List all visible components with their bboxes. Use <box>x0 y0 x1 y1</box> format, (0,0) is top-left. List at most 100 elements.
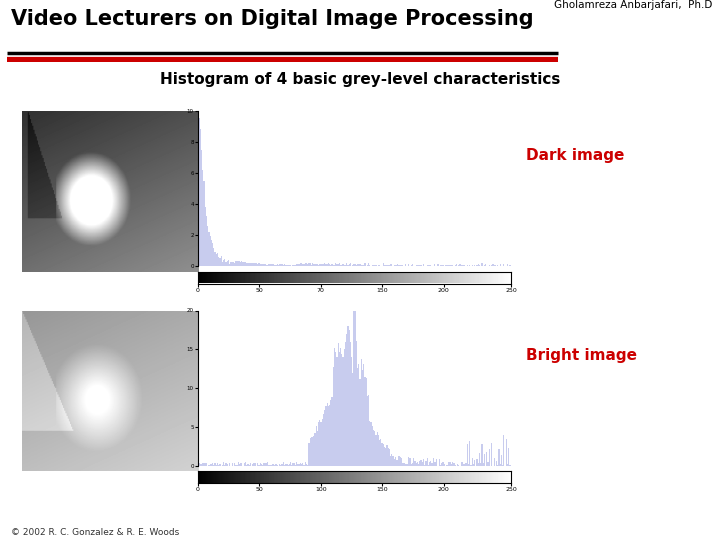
Bar <box>468 464 469 466</box>
Bar <box>489 265 490 266</box>
Bar <box>368 395 369 466</box>
Bar <box>225 463 227 466</box>
Bar <box>264 463 266 466</box>
Bar <box>477 264 479 266</box>
Bar <box>364 377 366 466</box>
Bar <box>334 265 335 266</box>
Bar <box>420 265 422 266</box>
Bar <box>274 265 275 266</box>
Bar <box>356 265 357 266</box>
Bar <box>440 465 441 466</box>
Bar <box>379 265 380 266</box>
Bar <box>482 463 484 466</box>
Bar <box>371 422 372 466</box>
Bar <box>496 461 498 466</box>
Bar <box>431 463 433 466</box>
Bar <box>302 463 303 466</box>
Bar <box>474 265 475 266</box>
Bar <box>319 264 320 266</box>
Bar <box>267 462 268 466</box>
Bar <box>395 265 396 266</box>
Bar <box>207 226 208 266</box>
Bar <box>354 264 356 266</box>
Bar <box>295 265 296 266</box>
Bar <box>348 264 350 266</box>
Bar <box>202 463 204 466</box>
Bar <box>502 465 503 466</box>
Bar <box>369 421 371 466</box>
Bar <box>350 264 351 266</box>
Bar <box>346 263 347 266</box>
Bar <box>216 254 217 266</box>
Bar <box>243 463 245 466</box>
Bar <box>442 265 444 266</box>
Bar <box>484 454 485 466</box>
Text: © 2002 R. C. Gonzalez & R. E. Woods: © 2002 R. C. Gonzalez & R. E. Woods <box>11 528 179 537</box>
Bar <box>213 248 215 266</box>
Bar <box>255 264 256 266</box>
Bar <box>406 464 407 466</box>
Bar <box>199 463 200 466</box>
Bar <box>333 367 334 466</box>
Bar <box>295 464 296 466</box>
Bar <box>238 261 239 266</box>
Bar <box>389 265 390 266</box>
Bar <box>505 439 507 466</box>
Bar <box>274 464 275 466</box>
Bar <box>374 431 375 466</box>
Bar <box>327 403 328 466</box>
Bar <box>493 265 495 266</box>
Bar <box>350 342 351 466</box>
Bar <box>331 397 333 466</box>
Bar <box>398 456 400 466</box>
Bar <box>361 265 362 266</box>
Bar <box>315 427 317 466</box>
Bar <box>232 463 233 466</box>
Bar <box>311 436 312 466</box>
Bar <box>417 462 418 466</box>
Bar <box>223 462 224 466</box>
Bar <box>303 264 305 266</box>
Bar <box>294 265 295 266</box>
Bar <box>299 264 300 266</box>
Bar <box>446 265 447 266</box>
Bar <box>318 265 319 266</box>
Bar <box>296 462 297 466</box>
Bar <box>245 262 246 266</box>
Bar <box>201 464 202 466</box>
Bar <box>317 431 318 466</box>
Bar <box>212 463 213 466</box>
Bar <box>363 364 364 466</box>
Bar <box>423 460 424 466</box>
Bar <box>359 379 361 466</box>
Bar <box>312 437 313 466</box>
Bar <box>415 463 417 466</box>
Bar <box>262 264 264 266</box>
Bar <box>290 462 291 466</box>
Bar <box>362 369 363 466</box>
Bar <box>462 462 463 466</box>
Bar <box>415 265 417 266</box>
Bar <box>223 260 224 266</box>
Bar <box>336 265 338 266</box>
Bar <box>283 265 284 266</box>
Bar <box>387 448 389 466</box>
Bar <box>246 465 248 466</box>
Bar <box>269 465 271 466</box>
Bar <box>347 326 348 466</box>
Bar <box>240 262 241 266</box>
Bar <box>503 264 505 266</box>
Bar <box>296 264 297 266</box>
Bar <box>227 261 228 266</box>
Bar <box>241 463 243 466</box>
Bar <box>438 459 440 466</box>
Bar <box>375 435 377 466</box>
Bar <box>248 465 250 466</box>
Bar <box>340 265 341 266</box>
Bar <box>372 426 373 466</box>
Bar <box>287 465 289 466</box>
Bar <box>445 265 446 266</box>
Bar <box>498 449 500 466</box>
Bar <box>328 407 329 466</box>
Bar <box>217 253 218 266</box>
